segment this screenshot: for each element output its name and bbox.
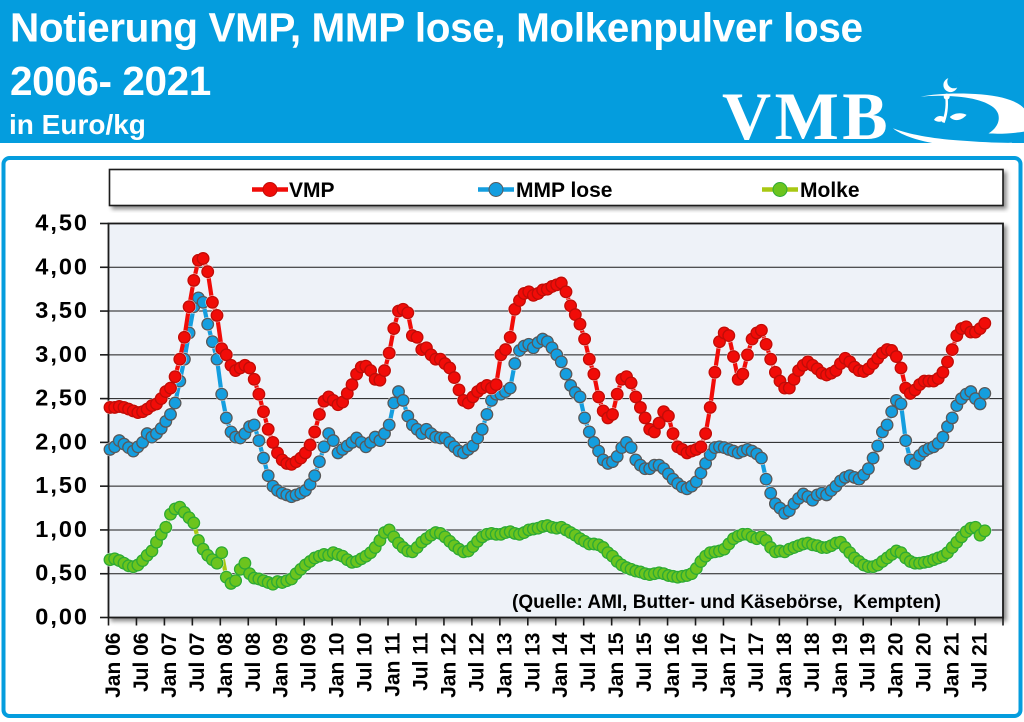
svg-text:Jan 07: Jan 07 [158, 633, 181, 698]
svg-text:2,00: 2,00 [35, 428, 89, 454]
svg-text:Jan 19: Jan 19 [829, 633, 852, 698]
svg-text:3,00: 3,00 [35, 341, 89, 367]
svg-text:VMB: VMB [722, 78, 891, 154]
svg-text:Jan 16: Jan 16 [661, 633, 684, 698]
svg-text:Jan 06: Jan 06 [102, 633, 125, 698]
svg-text:Jan 20: Jan 20 [885, 633, 908, 698]
svg-text:Jul 16: Jul 16 [689, 633, 712, 693]
svg-text:Jul 15: Jul 15 [633, 632, 656, 692]
svg-text:Jan 13: Jan 13 [493, 633, 516, 698]
svg-text:VMP: VMP [289, 179, 335, 202]
svg-text:Jan 21: Jan 21 [941, 632, 964, 698]
svg-text:MMP lose: MMP lose [516, 179, 612, 202]
svg-text:0,00: 0,00 [35, 604, 89, 630]
svg-text:Molke: Molke [800, 179, 860, 202]
svg-text:Jan 15: Jan 15 [605, 632, 628, 698]
svg-text:Jan 08: Jan 08 [214, 632, 237, 698]
svg-text:Jul 13: Jul 13 [521, 633, 544, 693]
svg-text:1,50: 1,50 [35, 472, 89, 498]
svg-text:Jul 09: Jul 09 [298, 633, 321, 693]
svg-text:Notierung VMP, MMP lose, Molke: Notierung VMP, MMP lose, Molkenpulver lo… [10, 5, 863, 51]
svg-text:Jul 20: Jul 20 [913, 633, 936, 693]
svg-text:Jan 09: Jan 09 [270, 633, 293, 698]
svg-text:1,00: 1,00 [35, 516, 89, 542]
svg-text:Jul 06: Jul 06 [130, 633, 153, 693]
svg-text:Jan 18: Jan 18 [773, 632, 796, 698]
svg-text:(Quelle: AMI, Butter- und Käse: (Quelle: AMI, Butter- und Käsebörse, Kem… [512, 592, 941, 613]
svg-text:Jul 10: Jul 10 [354, 633, 377, 693]
svg-text:2006- 2021: 2006- 2021 [10, 58, 211, 104]
svg-text:4,50: 4,50 [35, 210, 89, 236]
svg-text:Jul 07: Jul 07 [186, 633, 209, 693]
svg-text:4,00: 4,00 [35, 253, 89, 279]
svg-text:in Euro/kg: in Euro/kg [9, 109, 146, 140]
svg-text:Jul 11: Jul 11 [410, 632, 433, 691]
svg-text:Jan 17: Jan 17 [717, 633, 740, 698]
svg-text:2,50: 2,50 [35, 385, 89, 411]
svg-text:Jan 12: Jan 12 [437, 633, 460, 698]
svg-text:Jul 12: Jul 12 [465, 633, 488, 693]
svg-text:Jul 17: Jul 17 [745, 633, 768, 693]
svg-text:Jul 21: Jul 21 [969, 632, 992, 692]
svg-text:Jan 10: Jan 10 [326, 633, 349, 698]
svg-text:Jan 11: Jan 11 [382, 632, 405, 697]
svg-text:Jul 19: Jul 19 [857, 633, 880, 693]
svg-text:Jul 18: Jul 18 [801, 632, 824, 692]
svg-text:Jul 08: Jul 08 [242, 632, 265, 692]
svg-text:Jul 14: Jul 14 [577, 632, 600, 692]
svg-text:0,50: 0,50 [35, 560, 89, 586]
svg-text:Jan 14: Jan 14 [549, 632, 572, 698]
svg-text:3,50: 3,50 [35, 297, 89, 323]
